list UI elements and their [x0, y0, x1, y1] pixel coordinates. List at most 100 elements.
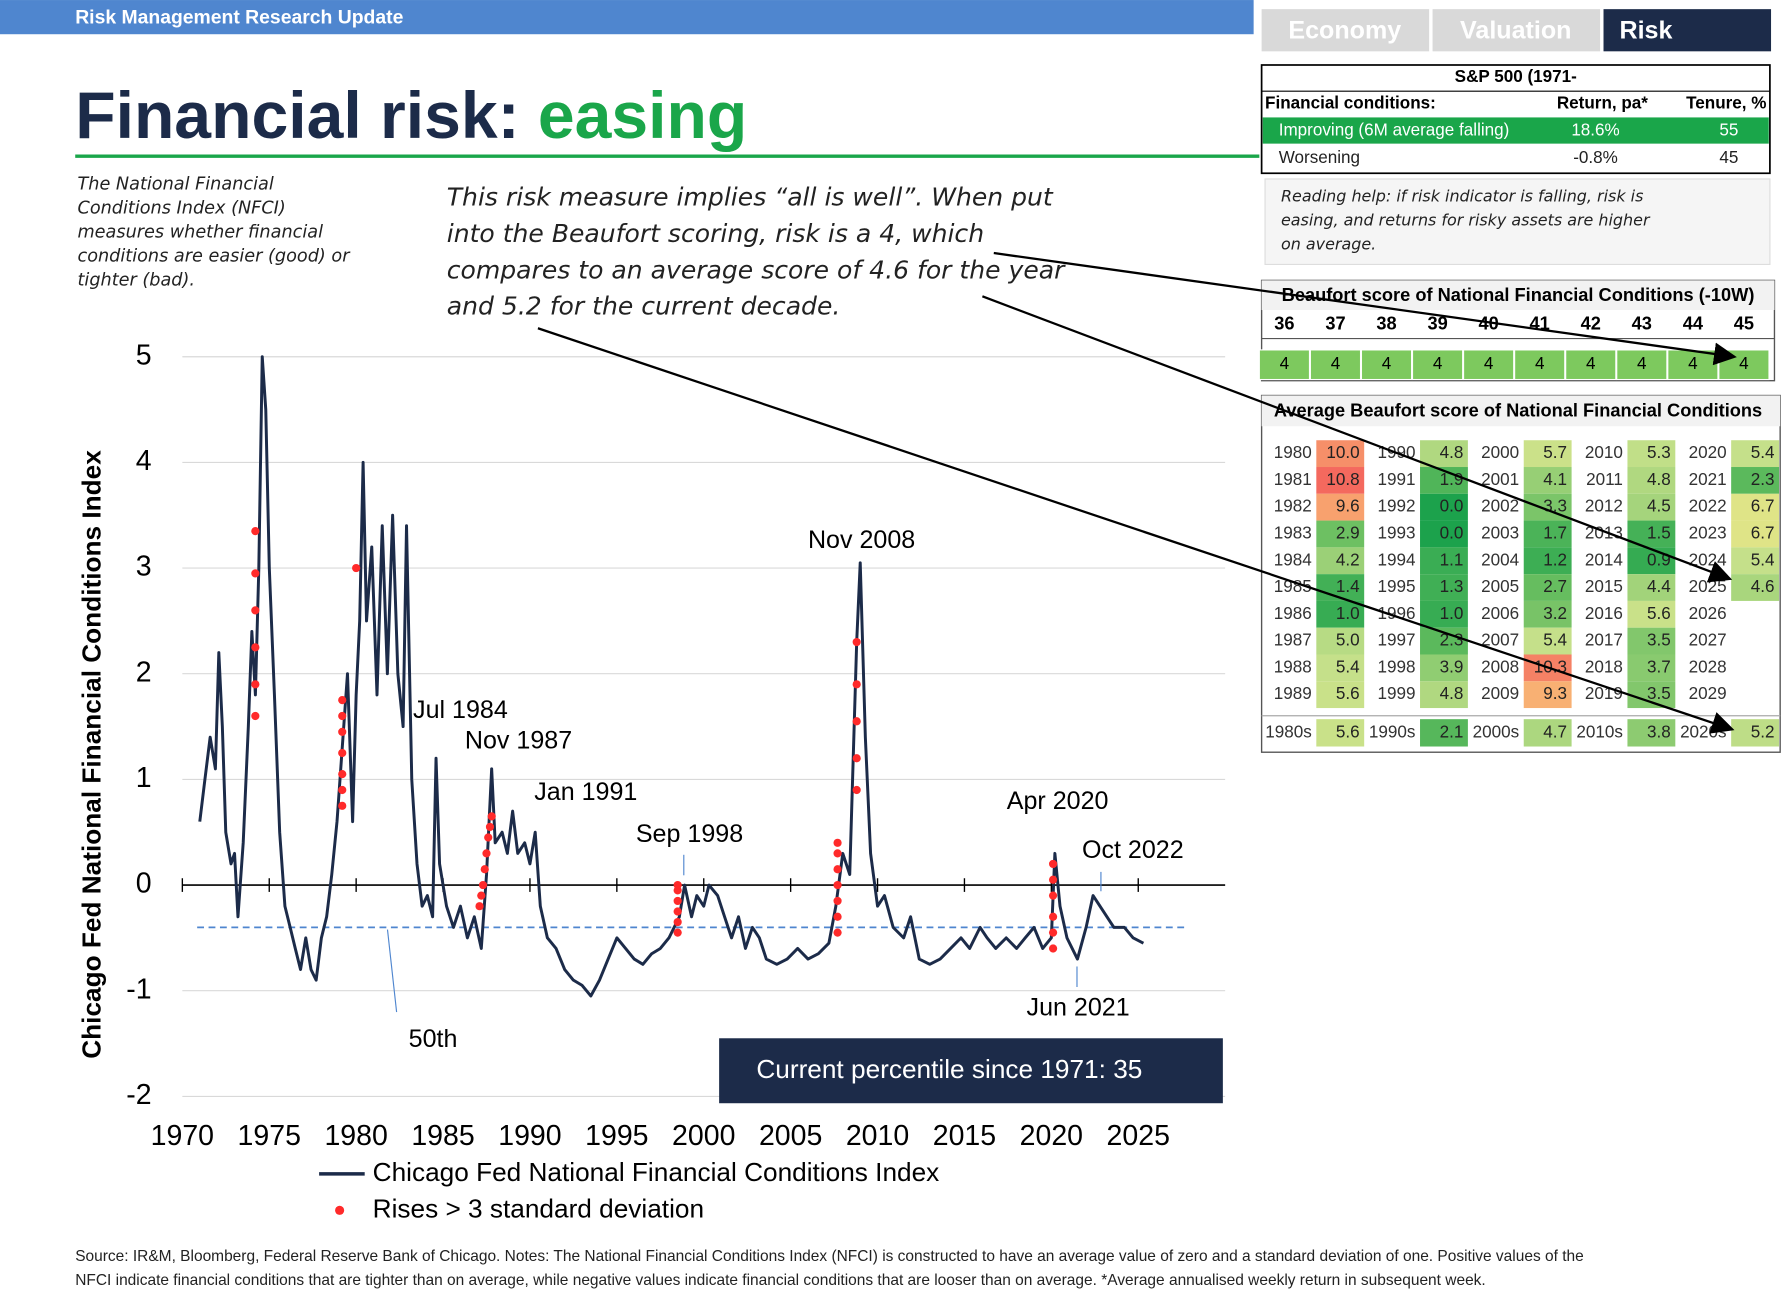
year-label: 2020: [1689, 443, 1727, 462]
chart-annotation: Jul 1984: [413, 696, 508, 724]
point: [852, 785, 861, 795]
score-cell: [1420, 719, 1468, 747]
year-label: 1985: [1274, 577, 1312, 596]
chart-annotation: Jan 1991: [534, 778, 637, 806]
point: [338, 785, 347, 795]
score-value: 5.6: [1647, 604, 1671, 623]
score-cell: [1627, 627, 1676, 655]
table-cell: 18.6%: [1571, 121, 1619, 140]
score-value: 1.2: [1543, 550, 1567, 569]
year-label: 1996: [1377, 604, 1415, 623]
x-tick-label: 1985: [411, 1120, 474, 1152]
week-label: 45: [1734, 313, 1754, 334]
point: [478, 880, 488, 890]
score-value: 9.6: [1336, 497, 1360, 516]
score-value: 5.4: [1543, 631, 1567, 650]
point: [1048, 912, 1058, 921]
score-cell: [1316, 440, 1365, 468]
year-label: 2015: [1585, 577, 1623, 596]
score-value: 4.8: [1440, 684, 1464, 703]
score-value: 1.1: [1440, 550, 1464, 569]
point: [1048, 891, 1058, 900]
table-cell: -0.8%: [1573, 148, 1618, 167]
score-cell: [1316, 681, 1365, 709]
year-label: 1989: [1274, 684, 1312, 703]
table-header: Return, pa*: [1557, 93, 1648, 112]
source-line: NFCI indicate financial conditions that …: [75, 1272, 1486, 1289]
year-label: 2006: [1481, 604, 1519, 623]
year-label: 1988: [1274, 657, 1312, 676]
tab[interactable]: [1603, 9, 1772, 52]
year-label: 1991: [1377, 470, 1415, 489]
legend-dot: [335, 1205, 345, 1215]
score-value: 4.7: [1543, 722, 1567, 741]
score-value: 6.7: [1751, 523, 1775, 542]
score-cell: [1420, 520, 1468, 548]
y-tick-label: 5: [136, 339, 152, 371]
point: [251, 643, 260, 652]
point: [1048, 875, 1058, 884]
point: [673, 917, 682, 927]
x-tick-label: 2000: [672, 1120, 735, 1152]
score-value: 4.6: [1751, 577, 1775, 596]
point: [833, 896, 842, 906]
year-label: 2005: [1481, 577, 1519, 596]
score-value: 0.0: [1440, 523, 1464, 542]
score-cell: [1420, 574, 1468, 601]
annotation-line: compares to an average score of 4.6 for …: [447, 255, 1066, 284]
table-title-bg: [1261, 395, 1781, 427]
week-label: 36: [1274, 313, 1294, 334]
point: [673, 896, 682, 906]
table-title: Average Beaufort score of National Finan…: [1274, 399, 1762, 420]
score-value: 0.0: [1440, 497, 1464, 516]
year-label: 2027: [1689, 631, 1727, 650]
score-cell: [1627, 574, 1676, 601]
year-label: 1987: [1274, 631, 1312, 650]
decade-label: 2010s: [1576, 722, 1623, 741]
tab[interactable]: [1261, 9, 1430, 52]
point: [833, 928, 842, 937]
tab-label[interactable]: Risk: [1619, 17, 1672, 45]
point: [477, 891, 486, 900]
year-label: 2004: [1481, 550, 1519, 569]
header-title: Risk Management Research Update: [75, 6, 403, 28]
year-label: 2018: [1585, 657, 1623, 676]
score-value: 3.5: [1647, 631, 1671, 650]
score-cell: [1731, 547, 1780, 575]
year-label: 2012: [1585, 497, 1623, 516]
week-label: 38: [1376, 313, 1396, 334]
score-cell: [1420, 547, 1468, 575]
point: [852, 754, 861, 763]
tab-label[interactable]: Economy: [1288, 17, 1401, 45]
year-label: 2008: [1481, 657, 1519, 676]
score-cell: [1316, 600, 1365, 628]
year-label: 2029: [1689, 684, 1727, 703]
score-value: 3.5: [1647, 684, 1671, 703]
x-tick-label: 1980: [324, 1120, 387, 1152]
point: [833, 880, 842, 890]
score-cell: [1316, 574, 1365, 601]
year-label: 1995: [1377, 577, 1415, 596]
point: [338, 748, 347, 758]
description-line: conditions are easier (good) or: [77, 246, 351, 266]
score-value: 3.2: [1543, 604, 1567, 623]
score-value: 1.9: [1440, 470, 1464, 489]
point: [484, 833, 493, 842]
week-label: 39: [1427, 313, 1447, 334]
score-cell: [1420, 681, 1468, 709]
score-cell: [1523, 600, 1572, 628]
score-cell: [1316, 520, 1365, 548]
help-line: on average.: [1281, 235, 1376, 254]
tab-label[interactable]: Valuation: [1460, 17, 1571, 45]
table-border: [1260, 64, 1771, 175]
tab[interactable]: [1432, 9, 1601, 52]
decade-label: 1990s: [1369, 722, 1416, 741]
score-cell: [1316, 493, 1365, 521]
chart-annotation: Sep 1998: [636, 820, 743, 848]
score-value: 1.0: [1440, 604, 1464, 623]
point: [1048, 859, 1058, 869]
score-value: 4: [1382, 354, 1392, 373]
x-tick-label: 2015: [933, 1120, 996, 1152]
